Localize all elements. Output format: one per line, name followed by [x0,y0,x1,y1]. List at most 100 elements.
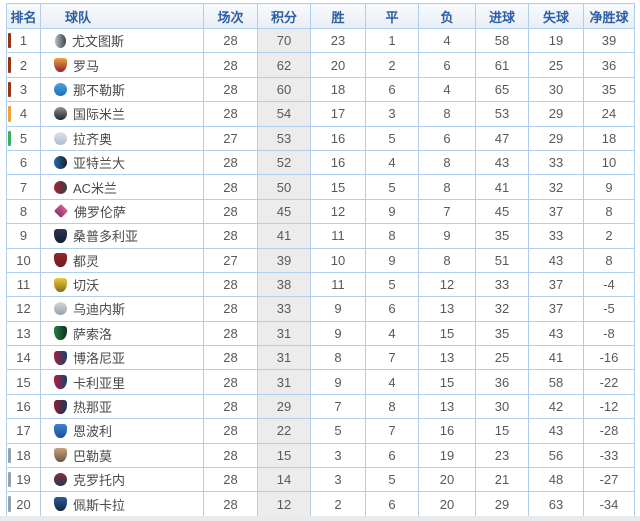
wins-cell: 18 [310,76,366,103]
draws-cell: 6 [365,296,419,322]
losses-cell: 16 [418,418,476,444]
team-cell[interactable]: 国际米兰 [40,101,204,127]
played-cell: 28 [203,296,258,322]
rank-number: 18 [16,447,31,463]
goals-for-cell: 58 [475,27,529,54]
goals-for-cell: 35 [475,320,529,347]
team-cell[interactable]: 切沃 [40,271,204,298]
team-name: 国际米兰 [73,107,126,123]
team-cell[interactable]: 乌迪内斯 [40,296,204,322]
played-cell: 28 [203,320,258,347]
team-name: 拉齐奥 [73,131,113,147]
team-name: AC米兰 [73,180,118,196]
losses-cell: 13 [418,345,476,371]
losses-cell: 6 [418,52,476,78]
rank-number: 6 [19,155,28,171]
rank-cell: 14 [6,345,41,371]
rank-number: 1 [19,33,28,49]
rank-number: 19 [16,472,31,488]
team-cell[interactable]: 热那亚 [40,393,204,420]
team-cell[interactable]: AC米兰 [40,174,204,200]
team-crest-icon [54,228,67,243]
team-cell[interactable]: 拉齐奥 [40,125,204,151]
team-crest-icon [55,33,66,48]
goals-against-cell: 48 [528,467,584,493]
draws-cell: 5 [365,271,419,298]
goals-for-cell: 41 [475,174,529,200]
table-row: 16 热那亚 28 29 7 8 13 30 42 -12 [6,393,635,420]
goals-for-cell: 53 [475,101,529,127]
rank-number: 5 [19,130,28,146]
team-name: 都灵 [73,253,100,269]
goals-for-cell: 43 [475,149,529,176]
losses-cell: 20 [418,491,476,517]
goal-diff-cell: -34 [583,491,635,517]
team-cell[interactable]: 巴勒莫 [40,442,204,469]
table-row: 8 佛罗伦萨 28 45 12 9 7 45 37 8 [6,198,635,225]
wins-cell: 3 [310,467,366,493]
team-crest-icon [54,326,67,341]
team-name: 克罗托内 [73,473,126,489]
team-cell[interactable]: 博洛尼亚 [40,345,204,371]
team-cell[interactable]: 桑普多利亚 [40,223,204,249]
goals-against-cell: 33 [528,223,584,249]
points-cell: 15 [257,442,311,469]
goals-against-cell: 29 [528,125,584,151]
losses-cell: 13 [418,393,476,420]
goals-for-cell: 35 [475,223,529,249]
rank-number: 7 [19,179,28,195]
team-cell[interactable]: 佩斯卡拉 [40,491,204,517]
team-crest-icon [53,204,69,219]
team-cell[interactable]: 卡利亚里 [40,369,204,395]
wins-cell: 16 [310,149,366,176]
losses-cell: 4 [418,76,476,103]
team-cell[interactable]: 罗马 [40,52,204,78]
points-cell: 14 [257,467,311,493]
played-cell: 27 [203,247,258,273]
team-crest-icon [54,375,67,390]
table-row: 6 亚特兰大 28 52 16 4 8 43 33 10 [6,149,635,176]
losses-cell: 13 [418,296,476,322]
draws-cell: 6 [365,491,419,517]
team-crest-icon [54,131,67,145]
qualification-zone-bar [8,130,11,146]
rank-cell: 7 [6,174,41,200]
team-crest-icon [54,473,67,487]
losses-cell: 19 [418,442,476,469]
table-row: 15 卡利亚里 28 31 9 4 15 36 58 -22 [6,369,635,395]
wins-cell: 2 [310,491,366,517]
goals-for-cell: 21 [475,467,529,493]
goals-for-cell: 15 [475,418,529,444]
goals-against-cell: 25 [528,52,584,78]
qualification-zone-bar [8,57,11,73]
team-cell[interactable]: 恩波利 [40,418,204,444]
goals-for-cell: 23 [475,442,529,469]
team-name: 卡利亚里 [73,375,126,391]
draws-cell: 4 [365,320,419,347]
team-cell[interactable]: 都灵 [40,247,204,273]
losses-cell: 9 [418,223,476,249]
points-cell: 31 [257,369,311,395]
rank-cell: 18 [6,442,41,469]
wins-cell: 23 [310,27,366,54]
team-cell[interactable]: 那不勒斯 [40,76,204,103]
points-cell: 70 [257,27,311,54]
column-header-points: 积分 [257,3,311,29]
points-cell: 38 [257,271,311,298]
rank-cell: 4 [6,101,41,127]
team-cell[interactable]: 萨索洛 [40,320,204,347]
column-header-goals-for: 进球 [475,3,529,29]
team-name: 热那亚 [73,400,113,416]
points-cell: 12 [257,491,311,517]
goal-diff-cell: -27 [583,467,635,493]
team-cell[interactable]: 亚特兰大 [40,149,204,176]
played-cell: 28 [203,198,258,225]
table-row: 11 切沃 28 38 11 5 12 33 37 -4 [6,271,635,298]
goals-against-cell: 37 [528,198,584,225]
team-cell[interactable]: 佛罗伦萨 [40,198,204,225]
rank-number: 4 [19,106,28,122]
team-cell[interactable]: 克罗托内 [40,467,204,493]
team-cell[interactable]: 尤文图斯 [40,27,204,54]
rank-cell: 9 [6,223,41,249]
goals-for-cell: 45 [475,198,529,225]
